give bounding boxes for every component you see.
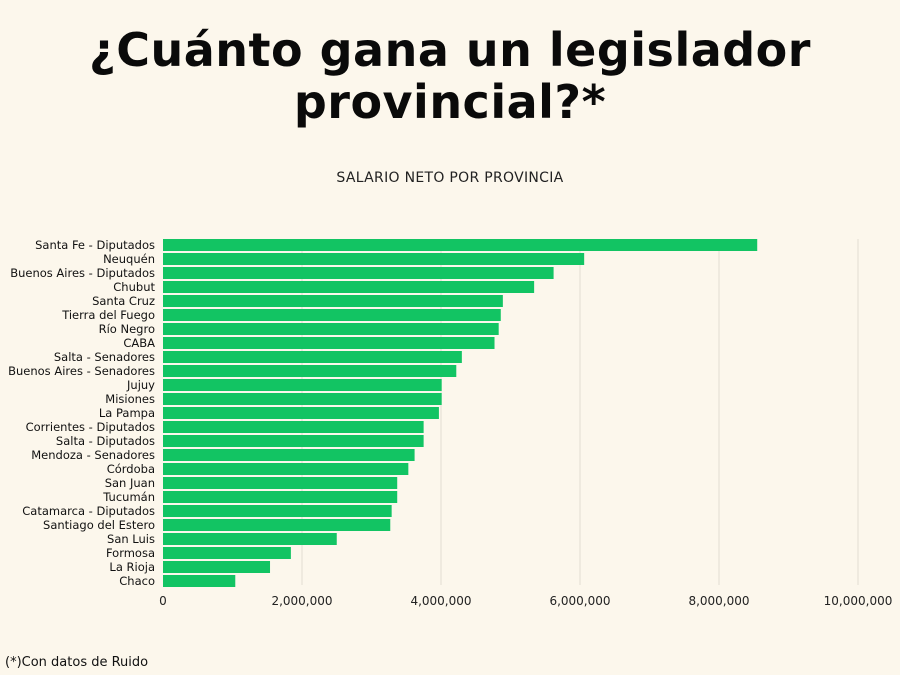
category-label: Chaco [119, 574, 155, 588]
bar [163, 253, 585, 265]
x-tick-label: 0 [159, 594, 167, 608]
category-label: La Rioja [109, 560, 155, 574]
bar [163, 323, 499, 335]
category-label: Santa Fe - Diputados [35, 238, 155, 252]
category-label: Salta - Diputados [56, 434, 155, 448]
bar [163, 477, 398, 489]
category-label: Santiago del Estero [43, 518, 155, 532]
bar [163, 435, 424, 447]
category-label: Misiones [105, 392, 155, 406]
bar [163, 267, 554, 279]
bar [163, 547, 291, 559]
bar [163, 379, 442, 391]
category-label: Buenos Aires - Senadores [8, 364, 155, 378]
bar [163, 533, 337, 545]
bar [163, 393, 442, 405]
category-label: Salta - Senadores [54, 350, 155, 364]
category-label: Catamarca - Diputados [22, 504, 155, 518]
category-label: CABA [123, 336, 155, 350]
bar [163, 519, 391, 531]
title-line-1: ¿Cuánto gana un legislador [89, 23, 811, 77]
bar [163, 449, 415, 461]
category-label: La Pampa [99, 406, 155, 420]
x-tick-label: 8,000,000 [688, 594, 749, 608]
category-label: Jujuy [126, 378, 155, 392]
bar [163, 337, 495, 349]
category-label: Tierra del Fuego [61, 308, 155, 322]
bar [163, 239, 758, 251]
bar [163, 281, 535, 293]
page-title: ¿Cuánto gana un legislador provincial?* [0, 24, 900, 128]
category-label: San Luis [107, 532, 155, 546]
category-label: Buenos Aires - Diputados [10, 266, 155, 280]
bar [163, 505, 392, 517]
x-tick-label: 10,000,000 [824, 594, 893, 608]
bar [163, 309, 501, 321]
bar [163, 295, 503, 307]
x-tick-label: 4,000,000 [410, 594, 471, 608]
source-footnote: (*)Con datos de Ruido [5, 655, 149, 670]
category-label: Río Negro [99, 322, 155, 336]
category-label: Formosa [106, 546, 155, 560]
category-label: Santa Cruz [92, 294, 155, 308]
category-label: Córdoba [107, 462, 155, 476]
category-label: Tucumán [102, 490, 155, 504]
category-label: Corrientes - Diputados [26, 420, 155, 434]
bars [163, 239, 758, 587]
bar [163, 463, 409, 475]
bar [163, 575, 236, 587]
category-label: Mendoza - Senadores [31, 448, 155, 462]
title-line-2: provincial?* [293, 75, 607, 129]
bar [163, 407, 439, 419]
bar [163, 421, 424, 433]
bar [163, 365, 457, 377]
category-label: Chubut [113, 280, 155, 294]
x-tick-label: 6,000,000 [549, 594, 610, 608]
chart-title: SALARIO NETO POR PROVINCIA [336, 170, 564, 186]
category-label: Neuquén [103, 252, 155, 266]
x-tick-label: 2,000,000 [271, 594, 332, 608]
x-axis-ticks: 0 2,000,000 4,000,000 6,000,000 8,000,000 10,… [159, 594, 892, 608]
category-label: San Juan [105, 476, 155, 490]
bar [163, 561, 271, 573]
bar [163, 491, 398, 503]
bar [163, 351, 462, 363]
